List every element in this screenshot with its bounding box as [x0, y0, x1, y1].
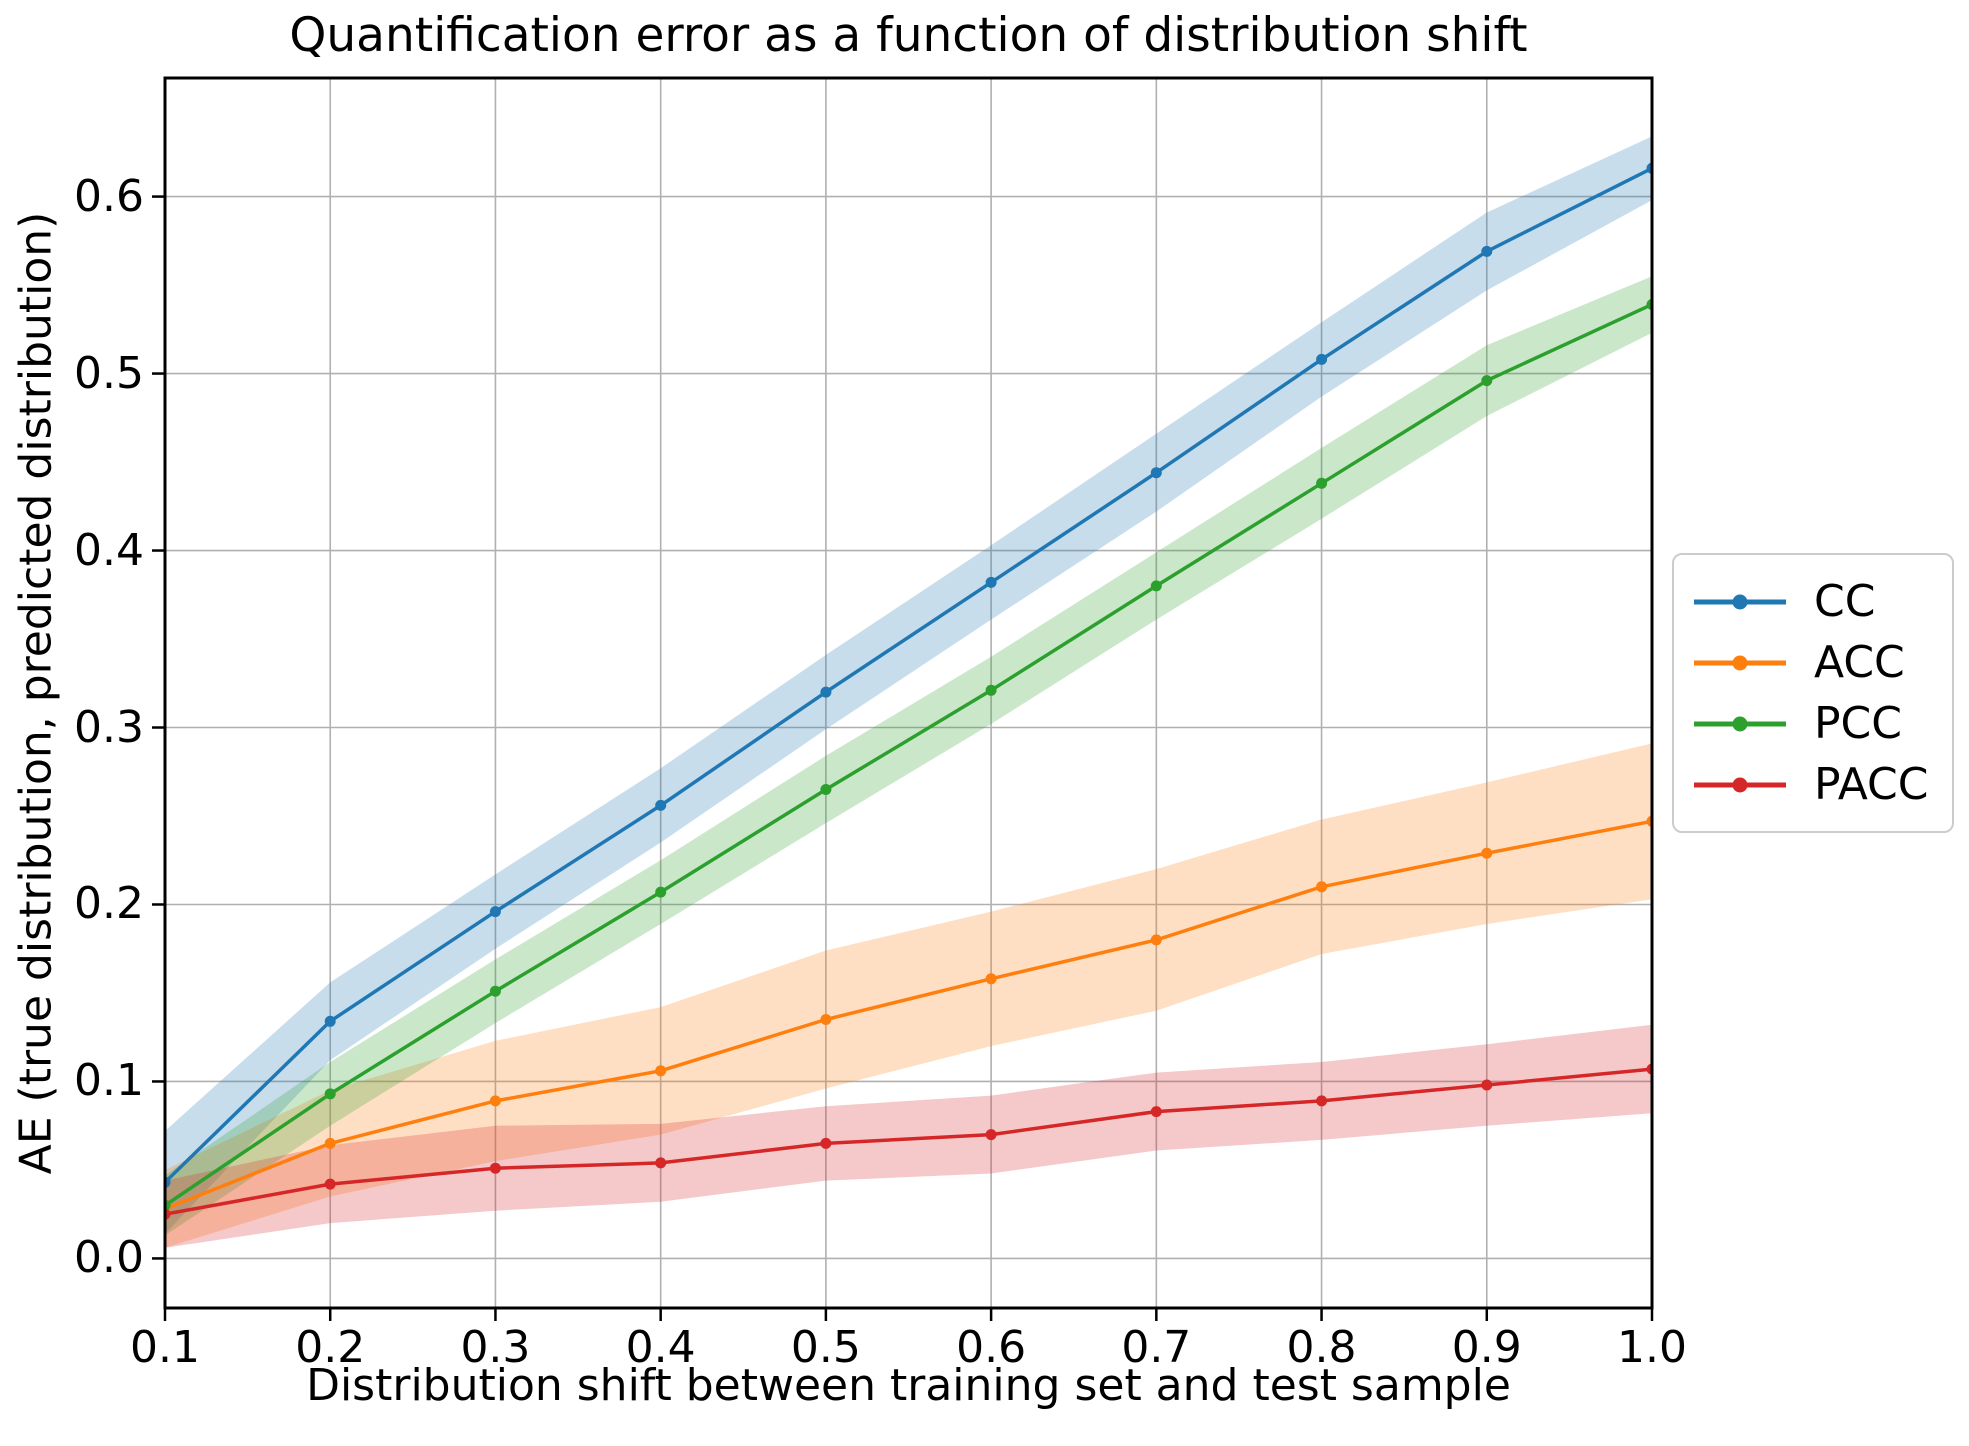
x-tick-label-0.6: 0.6: [956, 1322, 1027, 1373]
confidence-bands: [165, 136, 1652, 1248]
marker-PACC: [324, 1178, 336, 1190]
marker-ACC: [1150, 934, 1162, 946]
x-tick-label-1.0: 1.0: [1617, 1322, 1687, 1373]
legend-line-icon: [1694, 777, 1786, 792]
marker-PACC: [1150, 1106, 1162, 1118]
series-lines: [165, 162, 1652, 1220]
legend-label-PCC: PCC: [1814, 697, 1902, 749]
legend-label-CC: CC: [1814, 575, 1876, 627]
marker-CC: [820, 686, 832, 698]
x-tick-label-0.4: 0.4: [625, 1322, 696, 1373]
y-tick-label-0.6: 0.6: [74, 170, 144, 222]
marker-PCC: [1150, 580, 1162, 592]
y-tick-label-0.1: 0.1: [74, 1055, 144, 1107]
y-tick-label-0.4: 0.4: [74, 524, 144, 576]
legend-line-icon: [1694, 594, 1786, 609]
x-tick-label-0.7: 0.7: [1121, 1322, 1192, 1373]
legend: CC ACC PCC PACC: [1672, 553, 1954, 833]
marker-PACC: [820, 1137, 832, 1149]
x-tick-label-0.2: 0.2: [295, 1322, 366, 1373]
y-tick-label-0.3: 0.3: [74, 701, 144, 753]
line-PACC: [165, 1067, 1652, 1216]
legend-entry-ACC: ACC: [1688, 632, 1938, 693]
legend-entry-PACC: PACC: [1688, 754, 1938, 815]
marker-PACC: [655, 1157, 667, 1169]
marker-PCC: [489, 985, 501, 997]
y-tick-label-0.2: 0.2: [74, 878, 144, 930]
marker-ACC: [1316, 881, 1328, 893]
marker-CC: [1150, 467, 1162, 479]
marker-ACC: [985, 973, 997, 985]
x-tick-label-0.9: 0.9: [1451, 1322, 1522, 1373]
marker-PCC: [655, 886, 667, 898]
marker-ACC: [324, 1137, 336, 1149]
marker-CC: [324, 1015, 336, 1027]
marker-PCC: [324, 1088, 336, 1100]
y-tick-label-0.0: 0.0: [74, 1232, 144, 1284]
marker-PACC: [985, 1129, 997, 1141]
x-tick-label-0.1: 0.1: [130, 1322, 200, 1373]
band-CC: [165, 136, 1652, 1234]
tick-marks: [152, 195, 1654, 1321]
line-ACC: [165, 819, 1652, 1211]
chart-title: Quantification error as a function of di…: [289, 8, 1528, 63]
plot-border: [163, 76, 1654, 1310]
marker-ACC: [489, 1095, 501, 1107]
marker-PACC: [489, 1162, 501, 1174]
marker-PACC: [1481, 1079, 1493, 1091]
y-tick-label-0.5: 0.5: [74, 347, 144, 399]
marker-PCC: [820, 784, 832, 795]
marker-ACC: [820, 1014, 832, 1025]
marker-CC: [489, 906, 501, 918]
markers-PCC: [165, 299, 1652, 1211]
marker-PCC: [1316, 477, 1328, 489]
legend-label-PACC: PACC: [1814, 758, 1929, 810]
legend-entry-PCC: PCC: [1688, 693, 1938, 754]
band-PACC: [165, 1024, 1652, 1248]
marker-PCC: [985, 684, 997, 696]
marker-ACC: [655, 1065, 667, 1077]
marker-CC: [985, 576, 997, 588]
markers-PACC: [165, 1063, 1652, 1220]
x-tick-label-0.8: 0.8: [1286, 1322, 1357, 1373]
line-PCC: [165, 302, 1652, 1207]
band-ACC: [165, 743, 1652, 1248]
legend-label-ACC: ACC: [1814, 636, 1905, 688]
marker-CC: [1481, 245, 1493, 257]
legend-entry-CC: CC: [1688, 571, 1938, 632]
x-axis-label: Distribution shift between training set …: [306, 1360, 1511, 1411]
x-tick-label-0.5: 0.5: [790, 1322, 861, 1373]
marker-CC: [655, 799, 667, 811]
legend-line-icon: [1694, 655, 1786, 670]
band-PCC: [165, 276, 1652, 1236]
marker-PCC: [1481, 375, 1493, 387]
markers-ACC: [165, 815, 1652, 1215]
marker-ACC: [1481, 847, 1493, 859]
marker-PACC: [1316, 1095, 1328, 1107]
marker-CC: [1316, 353, 1328, 365]
legend-line-icon: [1694, 716, 1786, 731]
x-tick-label-0.3: 0.3: [460, 1322, 531, 1373]
line-CC: [165, 166, 1652, 1184]
